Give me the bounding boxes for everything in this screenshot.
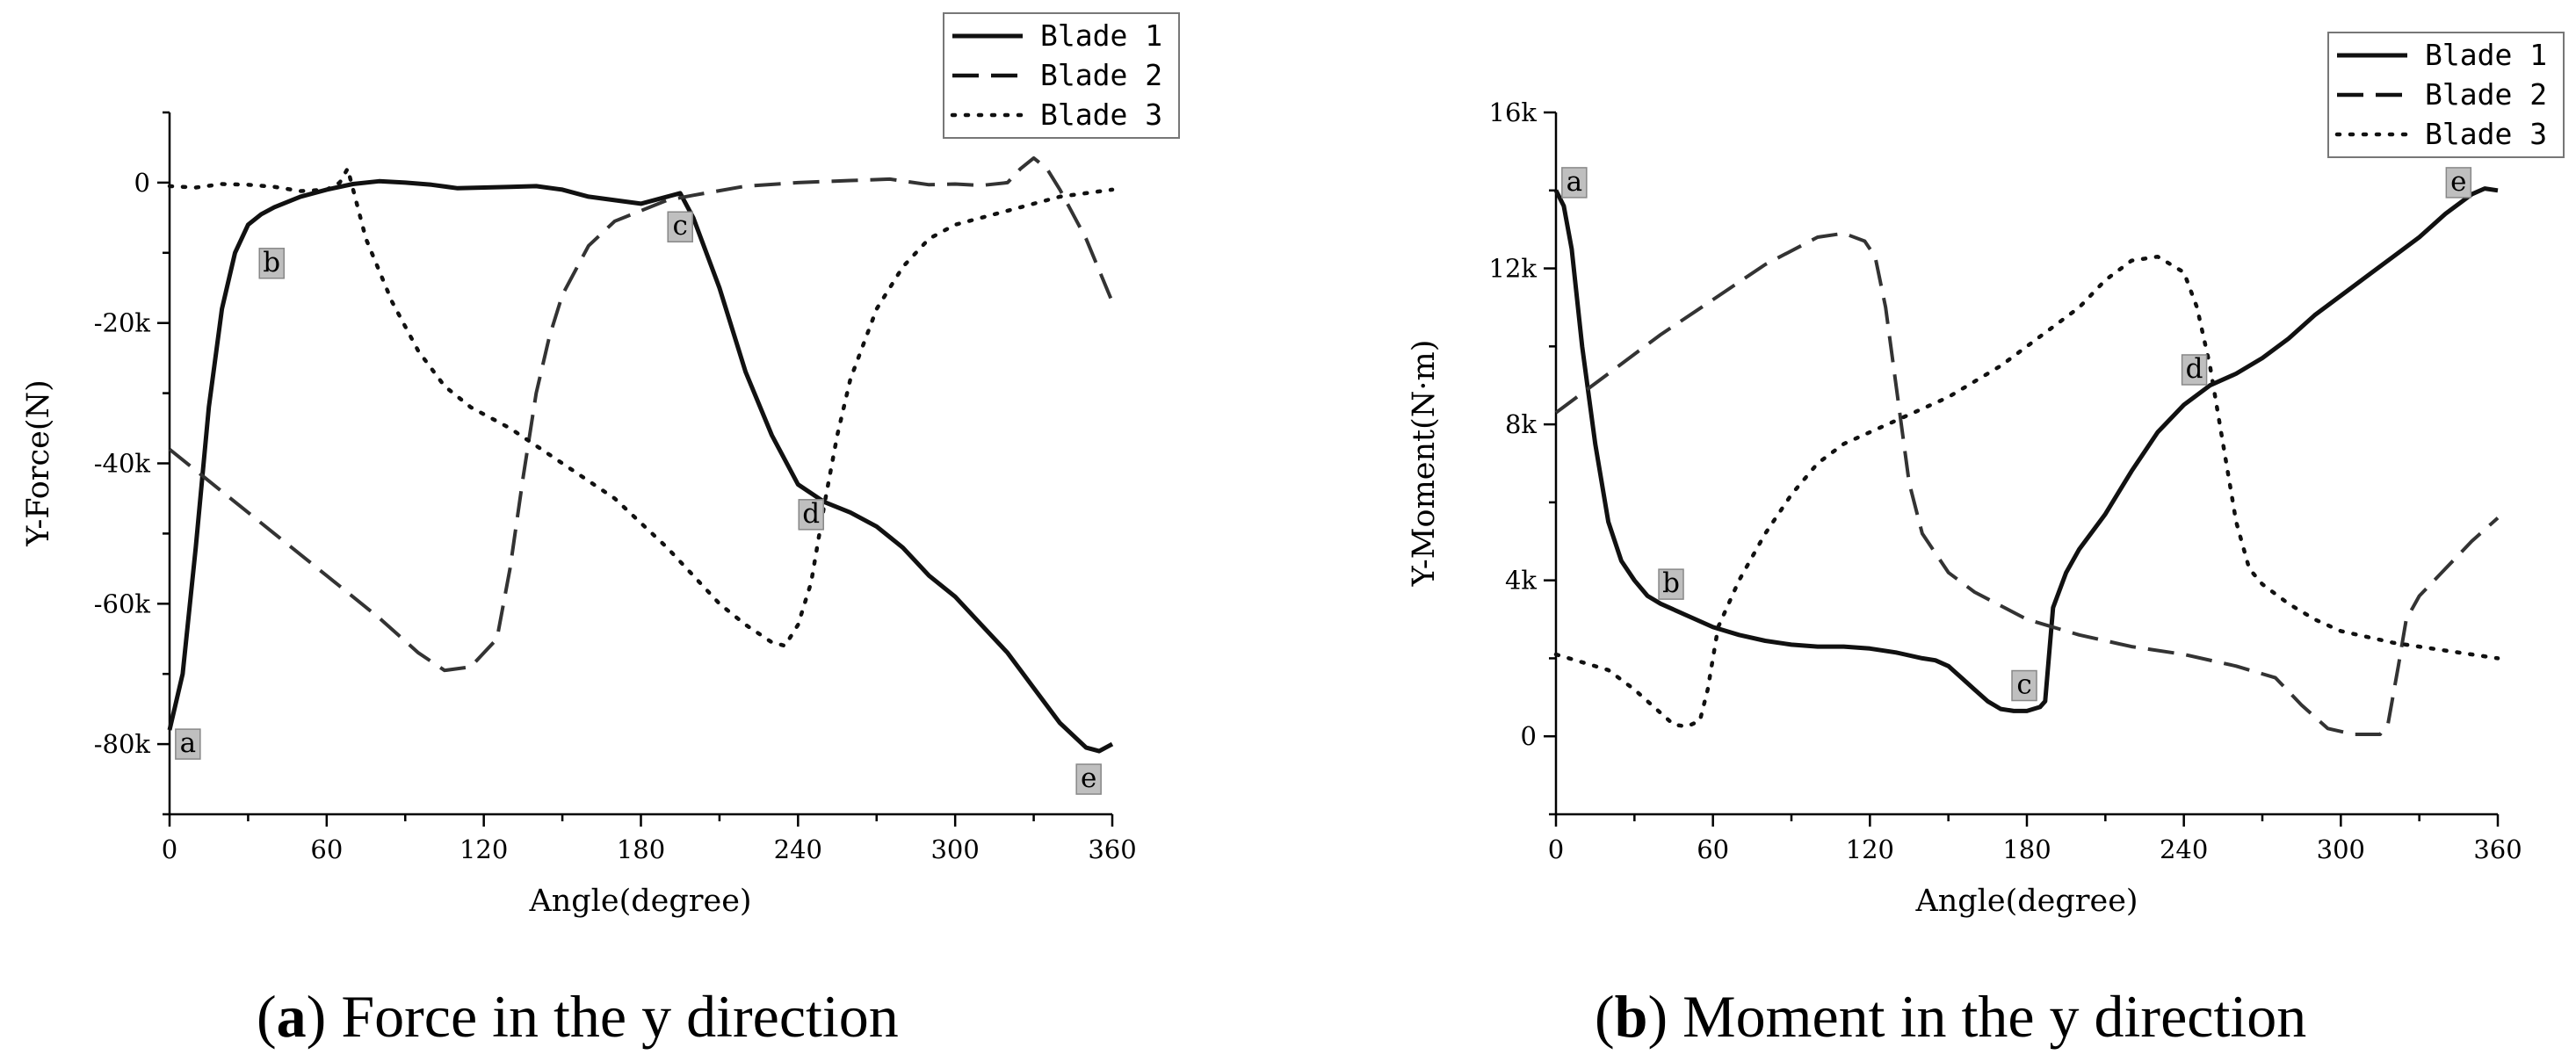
chart-panel-moment: 0 60 120 180 240 300 360 0 4k 8k 12k 16k Angle(degre… xyxy=(1407,32,2565,919)
x-tick-label: 0 xyxy=(1548,834,1564,864)
legend: Blade 1 Blade 2 Blade 3 xyxy=(943,12,1180,139)
legend-label: Blade 2 xyxy=(1040,58,1162,92)
x-tick-label: 180 xyxy=(617,834,665,864)
y-tick-label: 8k xyxy=(1505,409,1537,439)
point-marker-b: b xyxy=(258,247,285,279)
point-marker-label: d xyxy=(802,498,820,530)
point-marker-box xyxy=(1561,167,1588,199)
x-tick-label: 120 xyxy=(459,834,508,864)
caption-moment-label: b xyxy=(1614,983,1648,1050)
y-tick-label: -40k xyxy=(94,449,151,479)
point-marker-label: c xyxy=(2016,669,2031,701)
x-axis-title: Angle(degree) xyxy=(1914,884,2138,919)
point-marker-d: d xyxy=(2181,353,2208,386)
point-marker-a: a xyxy=(1561,166,1588,199)
point-marker-label: c xyxy=(673,210,688,242)
point-marker-box xyxy=(2181,354,2208,386)
series-line-blade-1 xyxy=(1553,186,2499,713)
x-tick-label: 240 xyxy=(774,834,822,864)
legend-label: Blade 1 xyxy=(1040,18,1162,53)
y-tick-label: 4k xyxy=(1505,566,1537,596)
caption-force-text: Force in the y direction xyxy=(341,983,899,1050)
legend: Blade 1 Blade 2 Blade 3 xyxy=(2327,32,2565,158)
point-marker-c: c xyxy=(2011,669,2037,702)
point-marker-label: b xyxy=(263,247,280,278)
x-axis-title: Angle(degree) xyxy=(528,884,751,919)
series-line-blade-1 xyxy=(167,178,1114,754)
point-marker-e: e xyxy=(2445,166,2472,199)
x-tick-label: 180 xyxy=(2002,834,2051,864)
series-line-blade-2 xyxy=(1554,231,2500,736)
legend-label: Blade 1 xyxy=(2425,38,2547,72)
caption-force: (a) Force in the y direction xyxy=(257,983,899,1050)
x-tick-label: 360 xyxy=(2473,834,2522,864)
point-marker-box xyxy=(1658,568,1684,600)
series-line-blade-3 xyxy=(1553,254,2500,729)
point-marker-box xyxy=(667,211,693,242)
point-marker-label: b xyxy=(1662,567,1680,599)
point-marker-box xyxy=(175,728,201,760)
caption-force-label: a xyxy=(276,983,307,1050)
point-marker-e: e xyxy=(1075,762,1102,795)
y-tick-label: 12k xyxy=(1489,254,1538,284)
point-marker-a: a xyxy=(175,727,201,760)
x-tick-label: 240 xyxy=(2160,834,2208,864)
x-tick-label: 300 xyxy=(930,834,979,864)
x-tick-label: 0 xyxy=(162,834,177,864)
series-line-blade-2 xyxy=(168,155,1114,673)
legend-label: Blade 3 xyxy=(2425,117,2547,151)
point-marker-box xyxy=(258,248,285,279)
x-tick-label: 300 xyxy=(2317,834,2365,864)
point-marker-b: b xyxy=(1658,567,1684,600)
y-tick-label: 0 xyxy=(1521,721,1537,751)
point-marker-c: c xyxy=(667,210,693,242)
y-axis-title: Y-Force(N) xyxy=(21,379,56,547)
point-marker-box xyxy=(798,499,824,531)
legend-label: Blade 3 xyxy=(1040,98,1162,132)
point-marker-box xyxy=(1075,763,1102,795)
y-tick-label: 0 xyxy=(134,168,150,198)
point-marker-box xyxy=(2011,669,2037,702)
y-axis-title: Y-Moment(N·m) xyxy=(1407,340,1442,588)
point-marker-label: e xyxy=(2450,166,2466,198)
legend-label: Blade 2 xyxy=(2425,77,2547,112)
point-marker-label: a xyxy=(1567,166,1582,198)
x-tick-label: 120 xyxy=(1846,834,1894,864)
y-tick-label: 16k xyxy=(1489,98,1538,127)
point-marker-label: a xyxy=(180,727,196,759)
chart-panel-force: 0 60 120 180 240 300 360 -80k -60k -40k -20k 0 Angle… xyxy=(21,12,1180,919)
y-tick-label: -20k xyxy=(94,308,151,338)
point-marker-d: d xyxy=(798,498,824,531)
caption-moment: (b) Moment in the y direction xyxy=(1595,983,2307,1050)
y-tick-label: -80k xyxy=(94,729,151,759)
x-tick-label: 360 xyxy=(1088,834,1136,864)
y-tick-label: -60k xyxy=(94,589,151,618)
x-tick-label: 60 xyxy=(310,834,343,864)
point-marker-label: d xyxy=(2186,353,2203,385)
series-line-blade-3 xyxy=(167,166,1115,648)
caption-moment-text: Moment in the y direction xyxy=(1682,983,2307,1050)
x-tick-label: 60 xyxy=(1697,834,1729,864)
point-marker-label: e xyxy=(1081,762,1096,794)
point-marker-box xyxy=(2445,167,2472,199)
